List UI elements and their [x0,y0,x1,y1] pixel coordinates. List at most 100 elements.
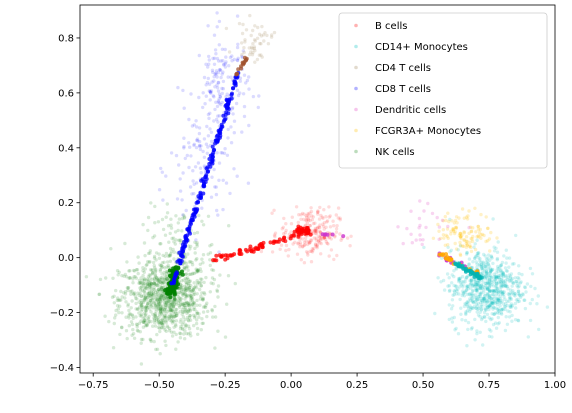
scatter-point [170,236,174,241]
scatter-point [166,254,170,258]
scatter-point [486,259,490,264]
scatter-point [314,229,319,233]
scatter-point [150,292,154,296]
plot-area-frame [79,4,556,374]
scatter-point [511,281,515,285]
scatter-point [179,286,183,290]
scatter-point [169,303,173,307]
trajectory-point [172,278,177,283]
scatter-point [156,325,161,330]
scatter-point [481,280,485,284]
scatter-point [184,288,188,293]
scatter-point [488,270,492,275]
scatter-point [197,312,201,316]
scatter-point [214,185,218,189]
scatter-point [485,286,490,290]
scatter-point [249,45,254,49]
scatter-point [479,292,483,296]
scatter-point [162,294,166,298]
scatter-point [215,11,219,15]
scatter-point [482,314,486,319]
scatter-point [236,56,240,60]
scatter-point [247,123,251,128]
scatter-point [170,308,174,312]
scatter-point [481,261,485,265]
scatter-point [144,324,149,328]
scatter-point [490,317,494,321]
scatter-point [469,281,474,285]
scatter-point [176,85,180,90]
scatter-point [139,341,143,345]
scatter-point [162,326,166,330]
scatter-point [457,279,461,284]
scatter-point [161,298,165,302]
scatter-point [139,309,143,313]
scatter-point [188,145,192,149]
scatter-point [174,238,178,242]
scatter-point [496,275,500,279]
scatter-point [482,233,486,238]
scatter-point [327,236,331,240]
scatter-point [298,241,303,245]
scatter-point [188,260,193,264]
scatter-point [490,280,494,284]
scatter-point [494,281,499,286]
scatter-point [483,281,488,286]
scatter-point [470,300,474,304]
scatter-point [259,34,264,38]
scatter-point [486,305,490,309]
scatter-point [545,305,550,309]
scatter-point [506,292,510,296]
scatter-point [189,289,193,293]
scatter-point [127,316,131,320]
scatter-point [484,299,488,303]
scatter-point [191,169,195,173]
scatter-point [162,308,167,312]
scatter-point [431,236,436,240]
trajectory-point [218,133,223,138]
scatter-point [191,179,195,183]
scatter-point [150,282,154,286]
scatter-point [500,307,504,312]
scatter-point [316,212,320,216]
scatter-point [148,273,152,277]
scatter-point [176,228,180,233]
scatter-point [111,276,115,280]
scatter-point [418,233,422,237]
scatter-point [178,303,182,307]
scatter-point [161,253,165,258]
scatter-point [499,276,504,280]
scatter-point [217,43,221,47]
scatter-point [514,298,519,302]
scatter-point [253,39,257,43]
scatter-point [171,298,175,303]
scatter-point [313,228,317,232]
scatter-point [187,289,191,293]
trajectory-point [232,252,237,257]
scatter-point [504,269,509,273]
scatter-point [197,143,202,148]
scatter-point [169,316,174,320]
scatter-point [153,221,157,225]
scatter-point [162,298,167,302]
scatter-point [452,292,456,297]
scatter-point [159,166,163,171]
scatter-point [171,304,175,308]
scatter-point [220,72,224,76]
scatter-point [458,243,463,247]
scatter-point [454,226,458,230]
scatter-point [482,252,486,257]
scatter-point [208,127,212,131]
scatter-point [278,247,282,251]
scatter-point [147,317,151,322]
scatter-point [192,301,197,306]
scatter-point [169,151,174,155]
scatter-point [203,305,207,309]
scatter-point [215,86,220,90]
scatter-point [251,42,255,46]
scatter-point [135,268,140,272]
scatter-point [521,293,525,297]
scatter-point [464,277,468,281]
scatter-point [195,125,199,129]
scatter-point [191,288,196,292]
